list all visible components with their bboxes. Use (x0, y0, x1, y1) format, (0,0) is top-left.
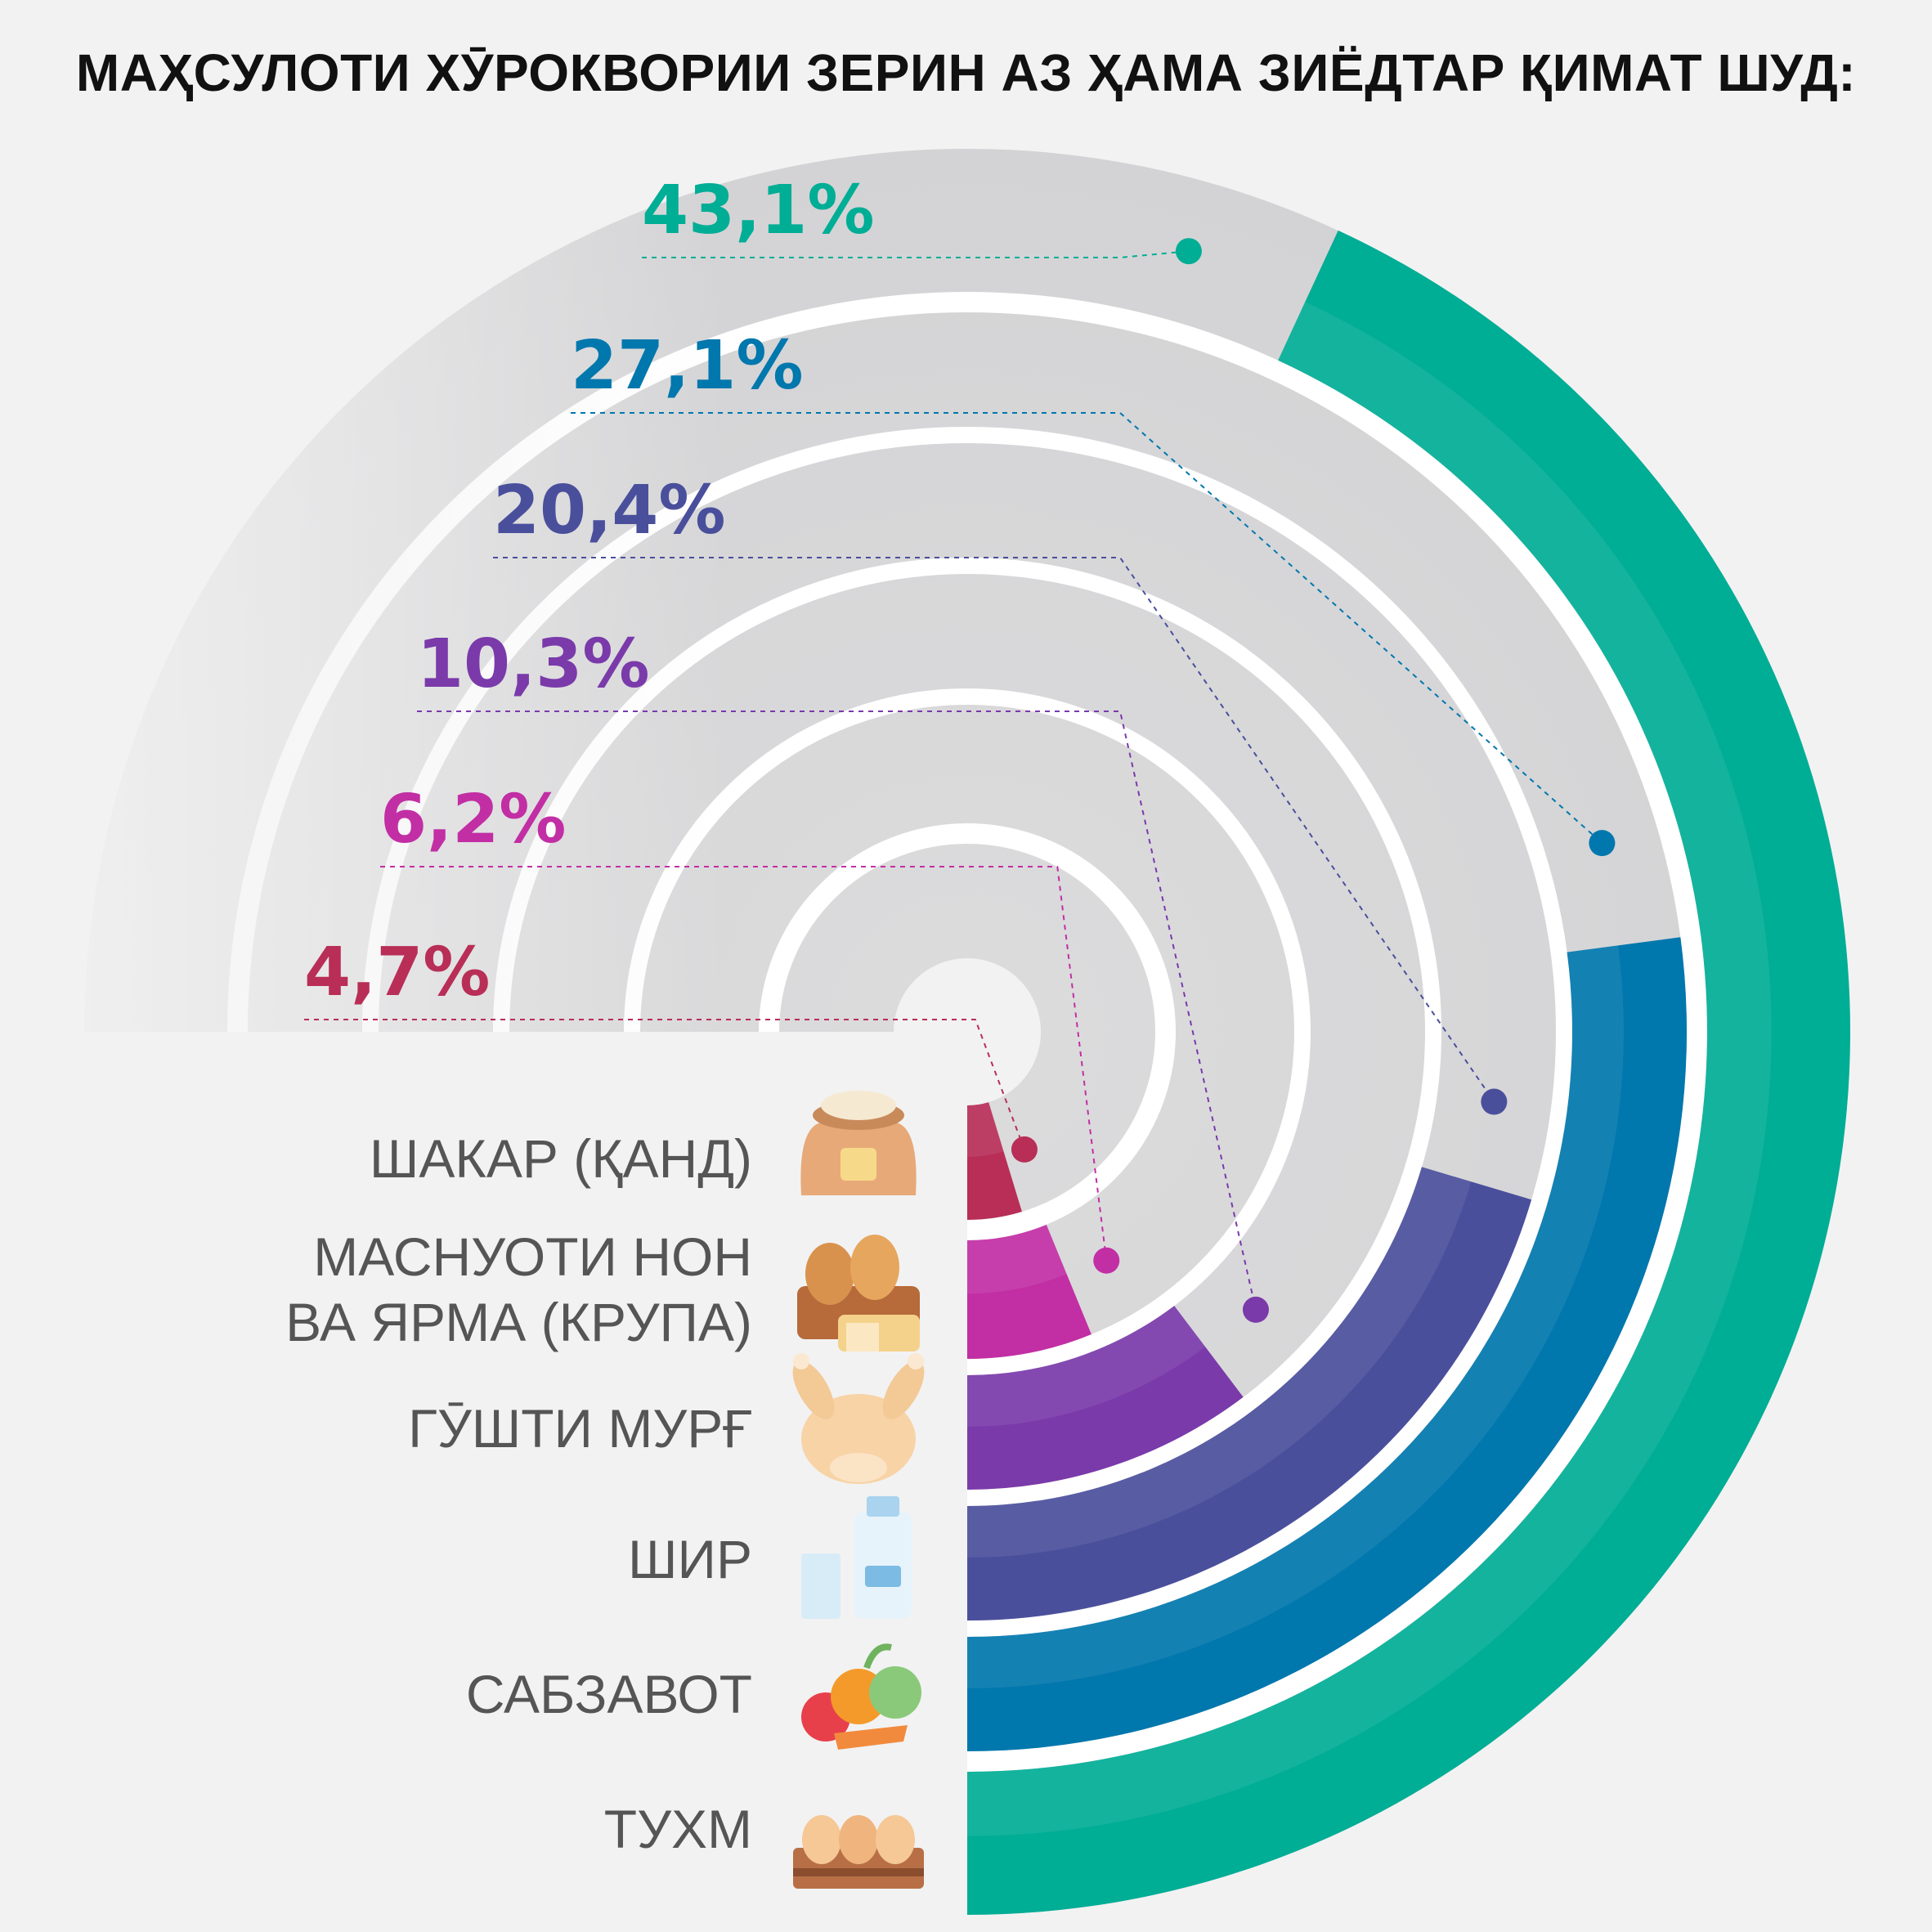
chart-title: МАҲСУЛОТИ ХӮРОКВОРИИ ЗЕРИН АЗ ҲАМА ЗИЁДТ… (75, 43, 1857, 102)
background-fade (0, 147, 967, 1038)
bar-1 (967, 1102, 1022, 1220)
bar-marker-1 (1011, 1136, 1038, 1163)
bar-5 (967, 937, 1688, 1751)
bar-2 (967, 1224, 1092, 1359)
value-label-3: 10,3% (417, 625, 649, 703)
category-label-1: ШАКАР (ҚАНД) (370, 1128, 752, 1189)
value-label-6: 43,1% (642, 172, 874, 249)
bar-shade (967, 1224, 1067, 1294)
bar-shade (967, 1167, 1472, 1558)
bread-basket-icon (797, 1235, 920, 1352)
leader-line-2 (380, 866, 1108, 1261)
category-label-2: МАСНУОТИ НОН (313, 1226, 752, 1287)
sugar-sack-icon (800, 1091, 917, 1195)
chicken-icon (792, 1353, 925, 1484)
category-label-2: ВА ЯРМА (КРУПА) (285, 1292, 752, 1352)
bar-shade (967, 1306, 1206, 1427)
value-label-1: 4,7% (304, 934, 490, 1011)
leader-line-5 (571, 412, 1603, 844)
category-label-6: ТУХМ (604, 1799, 752, 1859)
value-label-2: 6,2% (380, 781, 566, 858)
category-label-3: ГӮШТИ МУРҒ (408, 1398, 752, 1459)
bar-marker-6 (1175, 238, 1202, 265)
vegetables-icon (801, 1643, 921, 1750)
leader-line-6 (642, 250, 1189, 258)
leader-line-4 (493, 557, 1495, 1103)
value-label-4: 20,4% (493, 472, 725, 549)
bar-shade (967, 1102, 1004, 1157)
eggs-icon (793, 1815, 924, 1889)
value-label-5: 27,1% (571, 327, 803, 405)
bar-marker-5 (1589, 830, 1616, 857)
bar-6 (967, 230, 1851, 1916)
category-label-5: САБЗАВОТ (466, 1664, 752, 1724)
bar-3 (967, 1306, 1244, 1490)
milk-icon (801, 1496, 912, 1619)
leader-line-3 (417, 710, 1257, 1311)
bar-4 (967, 1167, 1532, 1620)
category-label-4: ШИР (628, 1529, 752, 1589)
leader-line-1 (304, 1019, 1025, 1150)
